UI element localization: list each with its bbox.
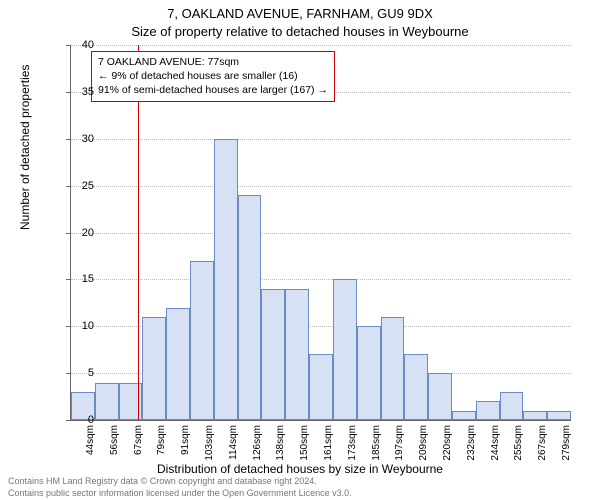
ytick-label: 10 xyxy=(82,320,94,332)
y-axis-label: Number of detached properties xyxy=(18,65,32,230)
histogram-bar xyxy=(357,326,381,420)
ytick-label: 40 xyxy=(82,39,94,51)
xtick-label: 255sqm xyxy=(513,425,524,461)
gridline xyxy=(71,186,571,187)
histogram-bar xyxy=(285,289,309,420)
xtick-label: 161sqm xyxy=(323,425,334,461)
histogram-bar xyxy=(142,317,166,420)
legend-line: 91% of semi-detached houses are larger (… xyxy=(98,83,328,97)
chart-title-line1: 7, OAKLAND AVENUE, FARNHAM, GU9 9DX xyxy=(0,6,600,21)
xtick-label: 267sqm xyxy=(537,425,548,461)
xtick-label: 114sqm xyxy=(228,425,239,460)
footer-copyright-1: Contains HM Land Registry data © Crown c… xyxy=(8,476,317,486)
xtick-label: 197sqm xyxy=(394,425,405,461)
histogram-bar xyxy=(190,261,214,420)
xtick-label: 244sqm xyxy=(490,425,501,461)
footer-copyright-2: Contains public sector information licen… xyxy=(8,488,352,498)
ytick-label: 25 xyxy=(82,180,94,192)
histogram-bar xyxy=(309,354,333,420)
histogram-bar xyxy=(238,195,262,420)
ytick-mark xyxy=(66,279,71,280)
ytick-mark xyxy=(66,326,71,327)
xtick-label: 79sqm xyxy=(156,425,167,455)
ytick-mark xyxy=(66,186,71,187)
xtick-label: 150sqm xyxy=(299,425,310,461)
ytick-label: 0 xyxy=(88,414,94,426)
xtick-label: 279sqm xyxy=(561,425,572,461)
legend-line: ← 9% of detached houses are smaller (16) xyxy=(98,69,328,83)
ytick-mark xyxy=(66,45,71,46)
ytick-mark xyxy=(66,139,71,140)
gridline xyxy=(71,233,571,234)
xtick-label: 91sqm xyxy=(180,425,191,455)
histogram-bar xyxy=(547,411,571,420)
gridline xyxy=(71,45,571,46)
ytick-label: 30 xyxy=(82,133,94,145)
xtick-label: 220sqm xyxy=(442,425,453,461)
histogram-bar xyxy=(214,139,238,420)
xtick-label: 67sqm xyxy=(133,425,144,455)
ytick-mark xyxy=(66,373,71,374)
xtick-label: 185sqm xyxy=(371,425,382,461)
xtick-label: 56sqm xyxy=(109,425,120,455)
histogram-bar xyxy=(333,279,357,420)
ytick-label: 35 xyxy=(82,86,94,98)
xtick-label: 232sqm xyxy=(466,425,477,461)
gridline xyxy=(71,279,571,280)
ytick-mark xyxy=(66,420,71,421)
chart-title-line2: Size of property relative to detached ho… xyxy=(0,24,600,39)
x-axis-label: Distribution of detached houses by size … xyxy=(0,462,600,476)
histogram-bar xyxy=(381,317,405,420)
legend-line: 7 OAKLAND AVENUE: 77sqm xyxy=(98,55,328,69)
histogram-bar xyxy=(523,411,547,420)
xtick-label: 44sqm xyxy=(85,425,96,455)
histogram-bar xyxy=(261,289,285,420)
xtick-label: 209sqm xyxy=(418,425,429,461)
xtick-label: 173sqm xyxy=(347,425,358,461)
xtick-label: 103sqm xyxy=(204,425,215,461)
ytick-label: 15 xyxy=(82,273,94,285)
gridline xyxy=(71,139,571,140)
histogram-bar xyxy=(476,401,500,420)
ytick-label: 5 xyxy=(88,367,94,379)
histogram-bar xyxy=(428,373,452,420)
histogram-bar xyxy=(452,411,476,420)
plot-region: 44sqm56sqm67sqm79sqm91sqm103sqm114sqm126… xyxy=(70,45,571,421)
legend-box: 7 OAKLAND AVENUE: 77sqm← 9% of detached … xyxy=(91,51,335,102)
ytick-mark xyxy=(66,233,71,234)
xtick-label: 138sqm xyxy=(275,425,286,461)
histogram-bar xyxy=(500,392,524,420)
xtick-label: 126sqm xyxy=(252,425,263,461)
chart-area: 44sqm56sqm67sqm79sqm91sqm103sqm114sqm126… xyxy=(70,45,570,420)
histogram-bar xyxy=(95,383,119,421)
ytick-mark xyxy=(66,92,71,93)
ytick-label: 20 xyxy=(82,227,94,239)
histogram-bar xyxy=(166,308,190,421)
histogram-bar xyxy=(404,354,428,420)
